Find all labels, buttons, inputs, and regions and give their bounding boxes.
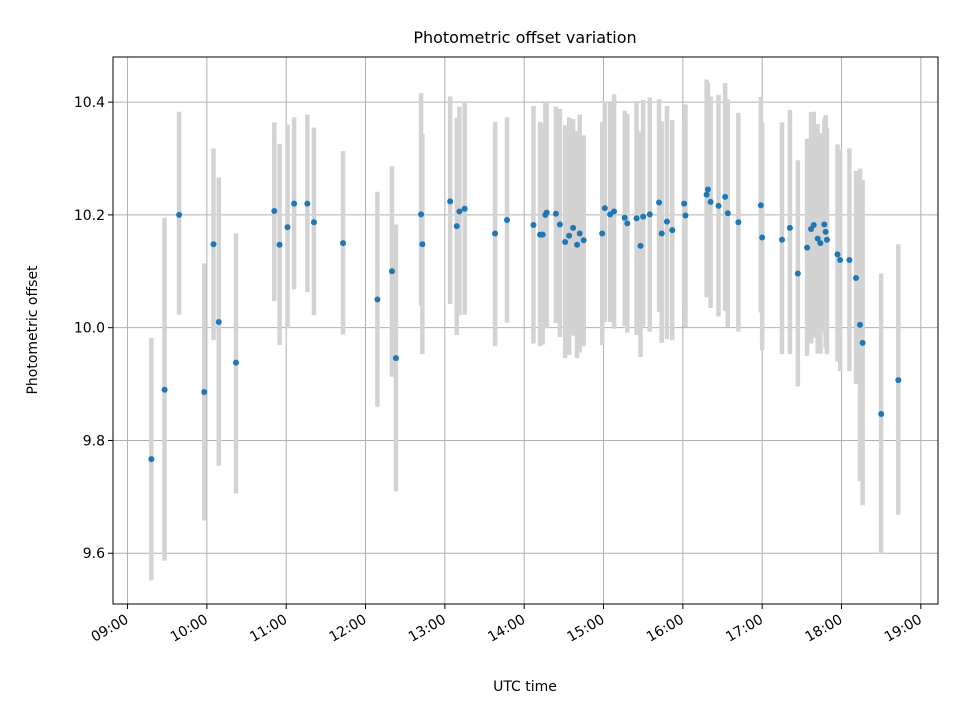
data-point: [663, 218, 670, 225]
data-point: [681, 200, 688, 207]
data-point: [786, 224, 793, 231]
data-point: [804, 244, 811, 251]
data-point: [640, 213, 647, 220]
data-point: [810, 222, 817, 229]
data-point: [837, 257, 844, 264]
data-point: [503, 216, 510, 223]
data-point: [822, 228, 829, 235]
data-point: [392, 355, 399, 362]
data-point: [895, 377, 902, 384]
data-point: [599, 230, 606, 237]
data-point: [794, 270, 801, 277]
data-point: [637, 242, 644, 249]
x-axis-label: UTC time: [493, 679, 557, 695]
data-point: [669, 227, 676, 234]
data-point: [633, 215, 640, 222]
data-point: [715, 202, 722, 209]
data-point: [570, 224, 577, 231]
data-point: [539, 231, 546, 238]
data-point: [304, 200, 311, 207]
y-axis-ticks: 9.6 9.8 10.0 10.2 10.4: [74, 95, 113, 562]
data-point: [340, 240, 347, 247]
data-point: [724, 210, 731, 217]
data-point: [201, 388, 208, 395]
y-tick-label: 10.0: [74, 321, 105, 337]
data-point: [621, 214, 628, 221]
data-point: [461, 205, 468, 212]
data-point: [859, 339, 866, 346]
data-point: [703, 191, 710, 198]
data-point: [778, 236, 785, 243]
data-point: [271, 207, 278, 214]
data-point: [566, 232, 573, 239]
plot-frame: [112, 56, 939, 605]
data-point: [878, 410, 885, 417]
data-point: [215, 319, 222, 326]
y-tick-label: 10.2: [74, 208, 105, 224]
data-point: [148, 456, 155, 463]
data-point: [453, 223, 460, 230]
data-point: [291, 200, 298, 207]
y-tick-label: 9.8: [83, 433, 105, 449]
data-point: [757, 202, 764, 209]
data-point: [456, 208, 463, 215]
data-point: [658, 230, 665, 237]
data-points: [148, 186, 902, 463]
data-point: [853, 275, 860, 282]
data-point: [176, 211, 183, 218]
data-point: [447, 198, 454, 205]
data-point: [834, 251, 841, 258]
data-point: [552, 210, 559, 217]
data-point: [856, 321, 863, 328]
data-point: [530, 222, 537, 229]
data-point: [310, 219, 317, 226]
data-point: [388, 268, 395, 275]
data-point: [601, 205, 608, 212]
chart-title: Photometric offset variation: [413, 28, 636, 47]
data-point: [722, 193, 729, 200]
data-point: [543, 209, 550, 216]
data-point: [418, 211, 425, 218]
data-point: [735, 219, 742, 226]
data-point: [611, 208, 618, 215]
data-point: [276, 241, 283, 248]
y-tick-label: 10.4: [74, 95, 105, 111]
data-point: [682, 212, 689, 219]
data-point: [562, 238, 569, 245]
data-point: [574, 241, 581, 248]
y-axis-label: Photometric offset: [25, 265, 41, 395]
data-point: [707, 198, 714, 205]
data-point: [232, 359, 239, 366]
data-point: [374, 296, 381, 303]
data-point: [759, 234, 766, 241]
data-point: [556, 221, 563, 228]
data-point: [704, 186, 711, 193]
y-tick-label: 9.6: [83, 546, 105, 562]
data-point: [823, 236, 830, 243]
data-point: [814, 235, 821, 242]
data-point: [846, 257, 853, 264]
data-point: [817, 240, 824, 247]
data-point: [492, 230, 499, 237]
data-point: [210, 241, 217, 248]
data-point: [576, 230, 583, 237]
data-point: [624, 220, 631, 227]
data-point: [161, 386, 168, 393]
data-point: [656, 199, 663, 206]
data-point: [580, 237, 587, 244]
data-point: [284, 224, 291, 231]
data-point: [419, 241, 426, 248]
plot-area: [113, 57, 938, 604]
data-point: [646, 211, 653, 218]
data-point: [821, 221, 828, 228]
